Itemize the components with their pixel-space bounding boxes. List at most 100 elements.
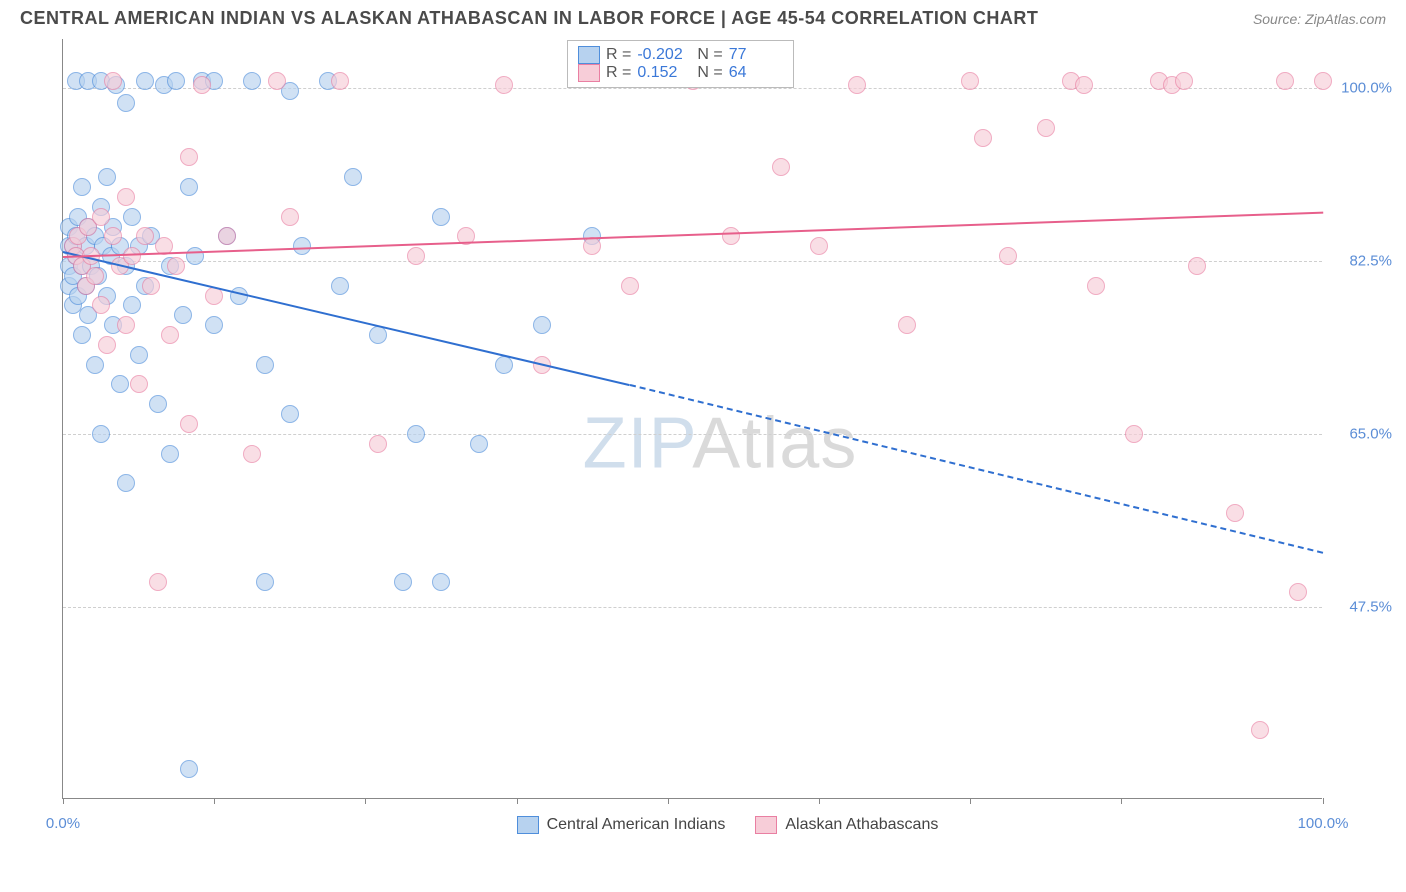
legend-swatch <box>578 46 600 64</box>
stat-r-label: R = <box>606 64 631 82</box>
scatter-point <box>186 247 204 265</box>
legend-swatch <box>755 816 777 834</box>
scatter-point <box>772 158 790 176</box>
legend-label: Alaskan Athabascans <box>785 816 938 834</box>
watermark: ZIPAtlas <box>583 402 858 484</box>
scatter-point <box>293 237 311 255</box>
scatter-point <box>495 76 513 94</box>
trend-line <box>630 384 1323 554</box>
scatter-point <box>92 296 110 314</box>
stat-n-value: 64 <box>729 64 783 82</box>
scatter-point <box>167 257 185 275</box>
scatter-point <box>86 356 104 374</box>
legend-item: Alaskan Athabascans <box>755 816 938 834</box>
scatter-point <box>898 316 916 334</box>
y-tick-label: 82.5% <box>1330 253 1392 270</box>
watermark-part-1: ZIP <box>583 403 693 483</box>
bottom-legend: Central American Indians Alaskan Athabasc… <box>517 816 939 834</box>
watermark-part-2: Atlas <box>692 403 857 483</box>
source-attribution: Source: ZipAtlas.com <box>1253 11 1386 27</box>
scatter-point <box>432 208 450 226</box>
scatter-point <box>331 72 349 90</box>
legend-swatch <box>578 64 600 82</box>
legend-label: Central American Indians <box>547 816 726 834</box>
x-tick <box>63 798 64 804</box>
scatter-point <box>974 129 992 147</box>
scatter-point <box>193 76 211 94</box>
scatter-point <box>407 425 425 443</box>
scatter-point <box>495 356 513 374</box>
scatter-point <box>130 375 148 393</box>
scatter-point <box>1226 504 1244 522</box>
scatter-point <box>432 573 450 591</box>
legend-item: Central American Indians <box>517 816 726 834</box>
scatter-point <box>1075 76 1093 94</box>
x-tick <box>970 798 971 804</box>
scatter-point <box>123 296 141 314</box>
scatter-point <box>1276 72 1294 90</box>
scatter-point <box>470 435 488 453</box>
scatter-point <box>243 445 261 463</box>
scatter-point <box>1289 583 1307 601</box>
scatter-point <box>331 277 349 295</box>
scatter-point <box>583 237 601 255</box>
scatter-point <box>281 208 299 226</box>
scatter-point <box>161 326 179 344</box>
scatter-point <box>149 573 167 591</box>
scatter-point <box>174 306 192 324</box>
scatter-point <box>205 316 223 334</box>
stat-n-value: 77 <box>729 46 783 64</box>
scatter-point <box>117 474 135 492</box>
scatter-point <box>180 148 198 166</box>
scatter-point <box>256 573 274 591</box>
scatter-point <box>98 336 116 354</box>
scatter-point <box>369 326 387 344</box>
scatter-point <box>98 168 116 186</box>
plot-area: ZIPAtlas 100.0%82.5%65.0%47.5%0.0%100.0%… <box>62 39 1322 799</box>
scatter-point <box>136 72 154 90</box>
scatter-point <box>111 375 129 393</box>
stats-row: R =-0.202N =77 <box>578 46 783 64</box>
chart-title: CENTRAL AMERICAN INDIAN VS ALASKAN ATHAB… <box>20 8 1038 29</box>
scatter-point <box>268 72 286 90</box>
scatter-point <box>104 227 122 245</box>
x-tick <box>1323 798 1324 804</box>
scatter-point <box>149 395 167 413</box>
legend-swatch <box>517 816 539 834</box>
scatter-point <box>136 227 154 245</box>
scatter-point <box>1087 277 1105 295</box>
y-tick-label: 47.5% <box>1330 598 1392 615</box>
scatter-point <box>621 277 639 295</box>
scatter-point <box>117 188 135 206</box>
y-tick-label: 100.0% <box>1330 80 1392 97</box>
x-tick <box>668 798 669 804</box>
scatter-point <box>243 72 261 90</box>
x-tick-label: 100.0% <box>1298 815 1349 832</box>
stats-legend: R =-0.202N =77R =0.152N =64 <box>567 40 794 88</box>
scatter-point <box>161 445 179 463</box>
stat-n-label: N = <box>697 46 722 64</box>
scatter-point <box>73 178 91 196</box>
scatter-point <box>86 267 104 285</box>
scatter-point <box>104 72 122 90</box>
scatter-point <box>810 237 828 255</box>
y-tick-label: 65.0% <box>1330 425 1392 442</box>
scatter-point <box>117 316 135 334</box>
scatter-point <box>218 227 236 245</box>
scatter-point <box>180 415 198 433</box>
stats-row: R = 0.152 N = 64 <box>578 64 783 82</box>
scatter-point <box>1251 721 1269 739</box>
gridline-h <box>63 261 1322 262</box>
stat-n-label: N = <box>697 64 722 82</box>
trend-line <box>63 212 1323 258</box>
scatter-point <box>256 356 274 374</box>
scatter-point <box>92 425 110 443</box>
scatter-point <box>123 208 141 226</box>
stat-r-value: 0.152 <box>637 64 691 82</box>
x-tick-label: 0.0% <box>46 815 80 832</box>
scatter-point <box>92 208 110 226</box>
scatter-point <box>167 72 185 90</box>
x-tick <box>819 798 820 804</box>
scatter-point <box>1175 72 1193 90</box>
scatter-point <box>369 435 387 453</box>
